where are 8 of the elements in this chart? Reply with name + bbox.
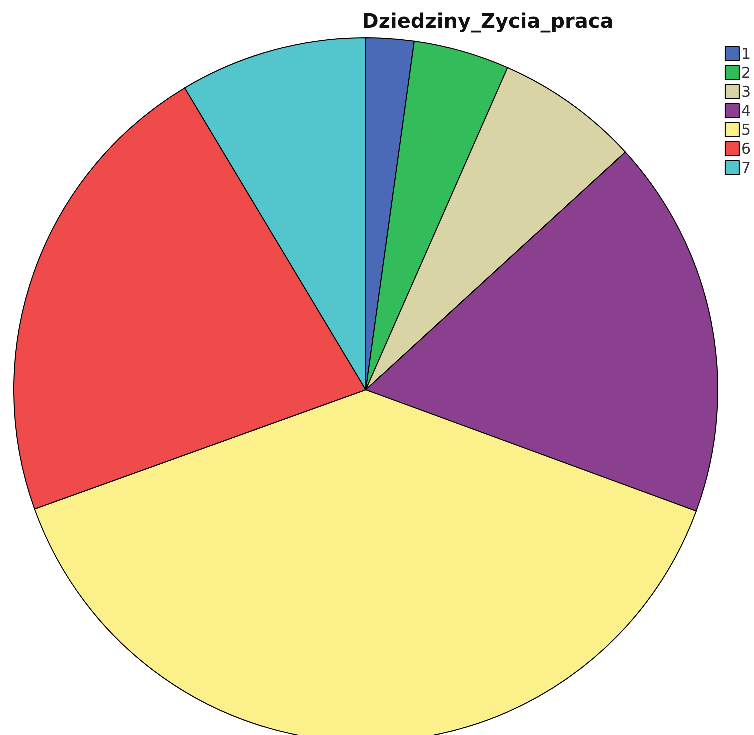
legend-label: 2: [741, 64, 752, 82]
chart-title: Dziedziny_Zycia_praca: [362, 9, 614, 33]
legend-label: 6: [741, 140, 752, 158]
legend-label: 5: [741, 121, 752, 139]
legend-label: 1: [741, 45, 752, 63]
legend-label: 3: [741, 83, 752, 101]
legend-label: 4: [741, 102, 752, 120]
legend-label: 7: [741, 159, 752, 177]
